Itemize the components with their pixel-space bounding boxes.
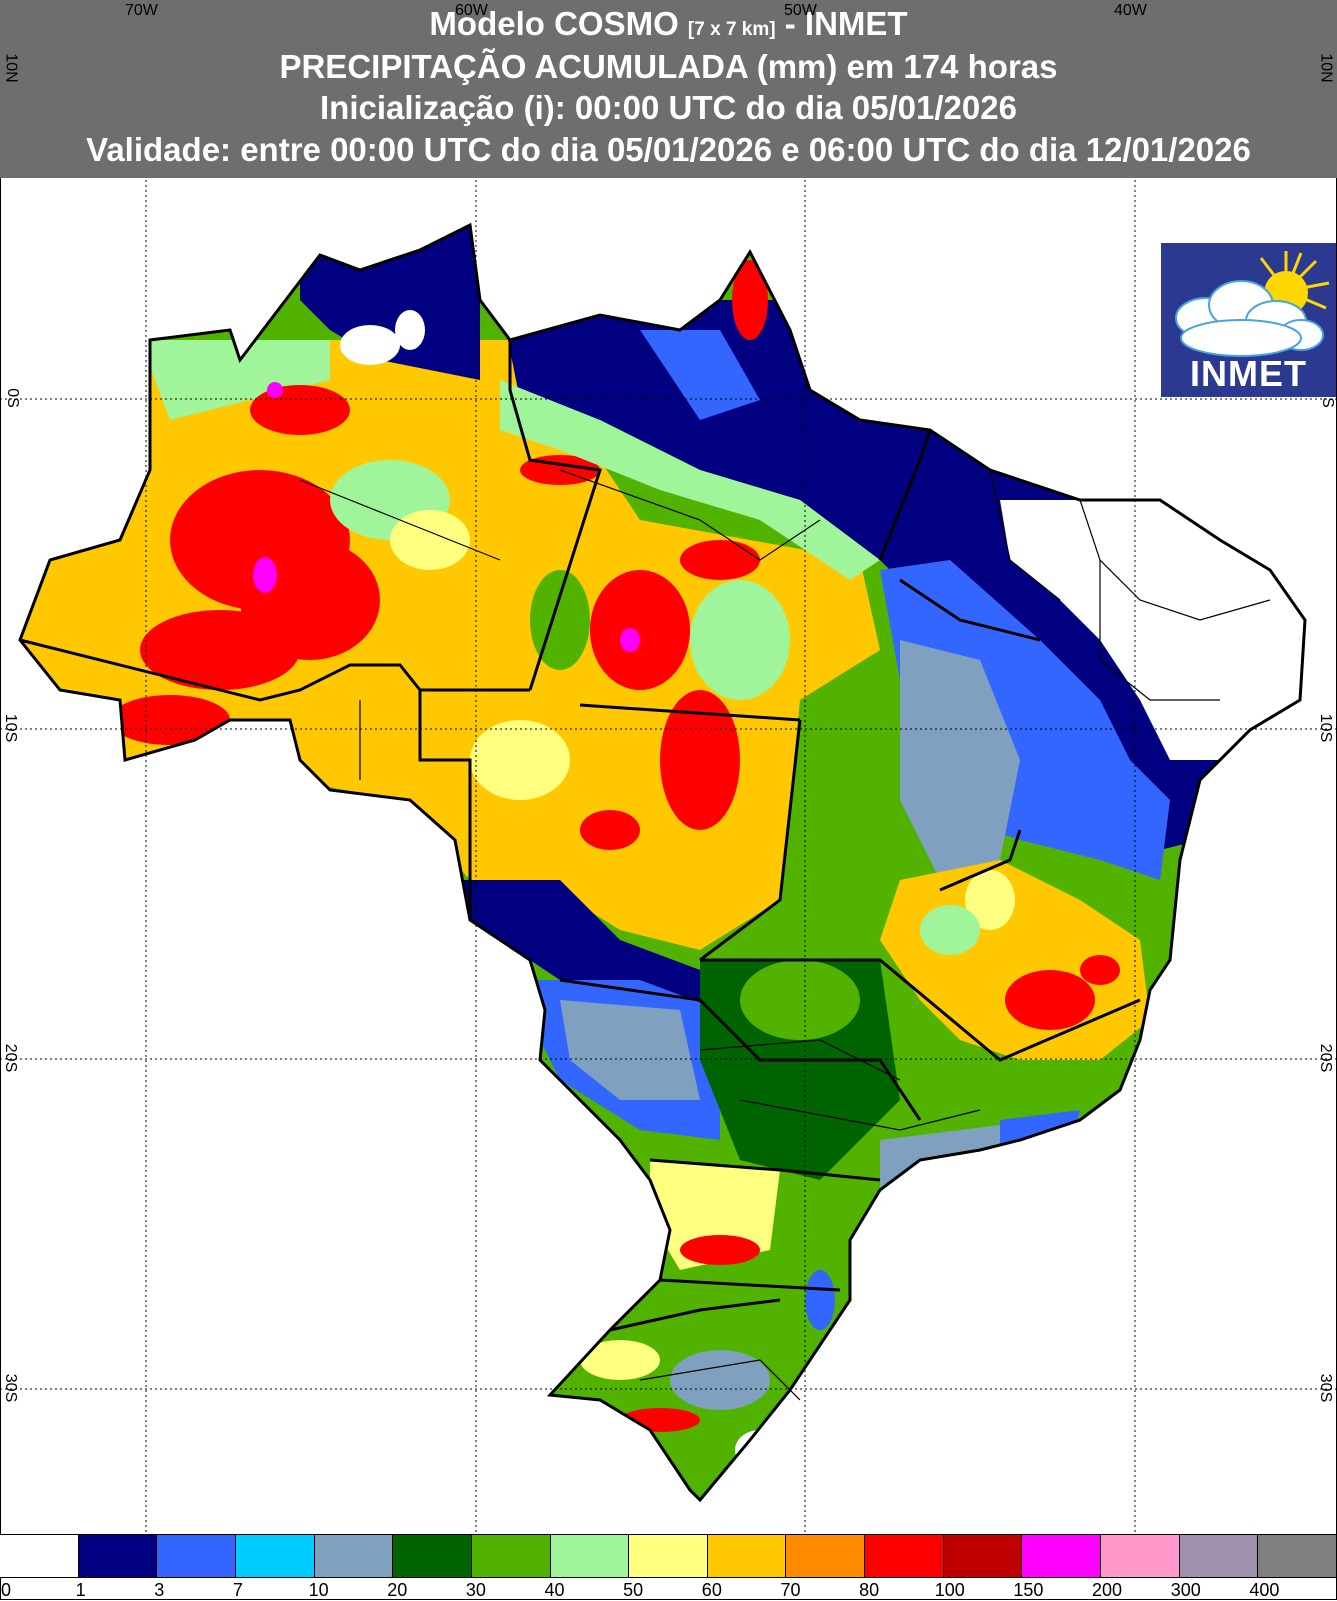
legend-tick-label: 200 xyxy=(1092,1580,1123,1600)
latitude-label-10s-right: 10S xyxy=(1317,713,1335,743)
legend-tick-label: 300 xyxy=(1170,1580,1201,1600)
title-line-1: Modelo COSMO [7 x 7 km] - INMET xyxy=(429,5,908,42)
sun-cloud-icon xyxy=(1175,251,1330,357)
legend-tick-label: 0 xyxy=(0,1580,12,1600)
legend-swatch xyxy=(1022,1535,1102,1577)
legend-swatch xyxy=(157,1535,236,1577)
legend-tick-label: 3 xyxy=(154,1580,165,1600)
latitude-label-30s-left: 30S xyxy=(2,1373,20,1403)
legend-swatch xyxy=(1179,1535,1259,1577)
legend-tick-label: 60 xyxy=(701,1580,722,1600)
legend-swatch xyxy=(629,1535,708,1577)
legend-tick-label: 50 xyxy=(623,1580,644,1600)
latitude-label-0s-left: 0S xyxy=(3,388,21,408)
latitude-label-20s-right: 20S xyxy=(1317,1043,1335,1073)
legend-swatch xyxy=(786,1535,866,1577)
legend-tick-label: 70 xyxy=(780,1580,801,1600)
legend-tick-label: 10 xyxy=(308,1580,329,1600)
legend-swatch xyxy=(1258,1535,1337,1577)
legend-swatch xyxy=(235,1535,315,1577)
latitude-label-20s-left: 20S xyxy=(2,1043,20,1073)
map-header: Modelo COSMO [7 x 7 km] - INMET PRECIPIT… xyxy=(0,0,1337,178)
precipitation-field xyxy=(20,225,1305,1500)
legend-tick-label: 100 xyxy=(934,1580,965,1600)
legend-swatch xyxy=(943,1535,1023,1577)
legend-swatch xyxy=(314,1535,394,1577)
longitude-label-70w: 70W xyxy=(125,2,158,19)
municipal-borders xyxy=(299,469,1271,1401)
legend-swatch xyxy=(1101,1535,1180,1577)
legend-swatch xyxy=(471,1535,551,1577)
country-outline xyxy=(18,222,1307,1503)
longitude-label-60w: 60W xyxy=(455,2,488,19)
latitude-label-30s-right: 30S xyxy=(1317,1373,1335,1403)
latitude-label-10n-left: 10N xyxy=(2,53,20,83)
longitude-label-50w: 50W xyxy=(784,2,817,19)
legend-tick-label: 20 xyxy=(387,1580,408,1600)
legend-swatch xyxy=(78,1535,158,1577)
title-line-2: PRECIPITAÇÃO ACUMULADA (mm) em 174 horas xyxy=(279,48,1058,85)
legend-tick-label: 150 xyxy=(1013,1580,1044,1600)
title-line-3: Inicialização (i): 00:00 UTC do dia 05/0… xyxy=(320,89,1017,126)
legend-tick-label: 30 xyxy=(465,1580,486,1600)
legend-tick-label: 1 xyxy=(75,1580,86,1600)
latitude-label-10n-right: 10N xyxy=(1317,53,1335,83)
legend-swatch xyxy=(0,1535,79,1577)
legend-tick-label: 7 xyxy=(232,1580,243,1600)
latitude-label-10s-left: 10S xyxy=(2,713,20,743)
legend-swatch xyxy=(550,1535,630,1577)
legend-swatch xyxy=(393,1535,472,1577)
inmet-logo: INMET xyxy=(1161,243,1336,397)
legend-swatch xyxy=(707,1535,787,1577)
longitude-label-40w: 40W xyxy=(1114,2,1147,19)
precipitation-legend xyxy=(0,1534,1337,1578)
legend-tick-label: 400 xyxy=(1249,1580,1280,1600)
graticule xyxy=(0,0,1337,1534)
legend-swatch xyxy=(865,1535,944,1577)
legend-tick-label: 40 xyxy=(544,1580,565,1600)
legend-tick-label: 80 xyxy=(859,1580,880,1600)
title-line-4: Validade: entre 00:00 UTC do dia 05/01/2… xyxy=(86,131,1251,168)
state-borders xyxy=(19,340,1141,1332)
